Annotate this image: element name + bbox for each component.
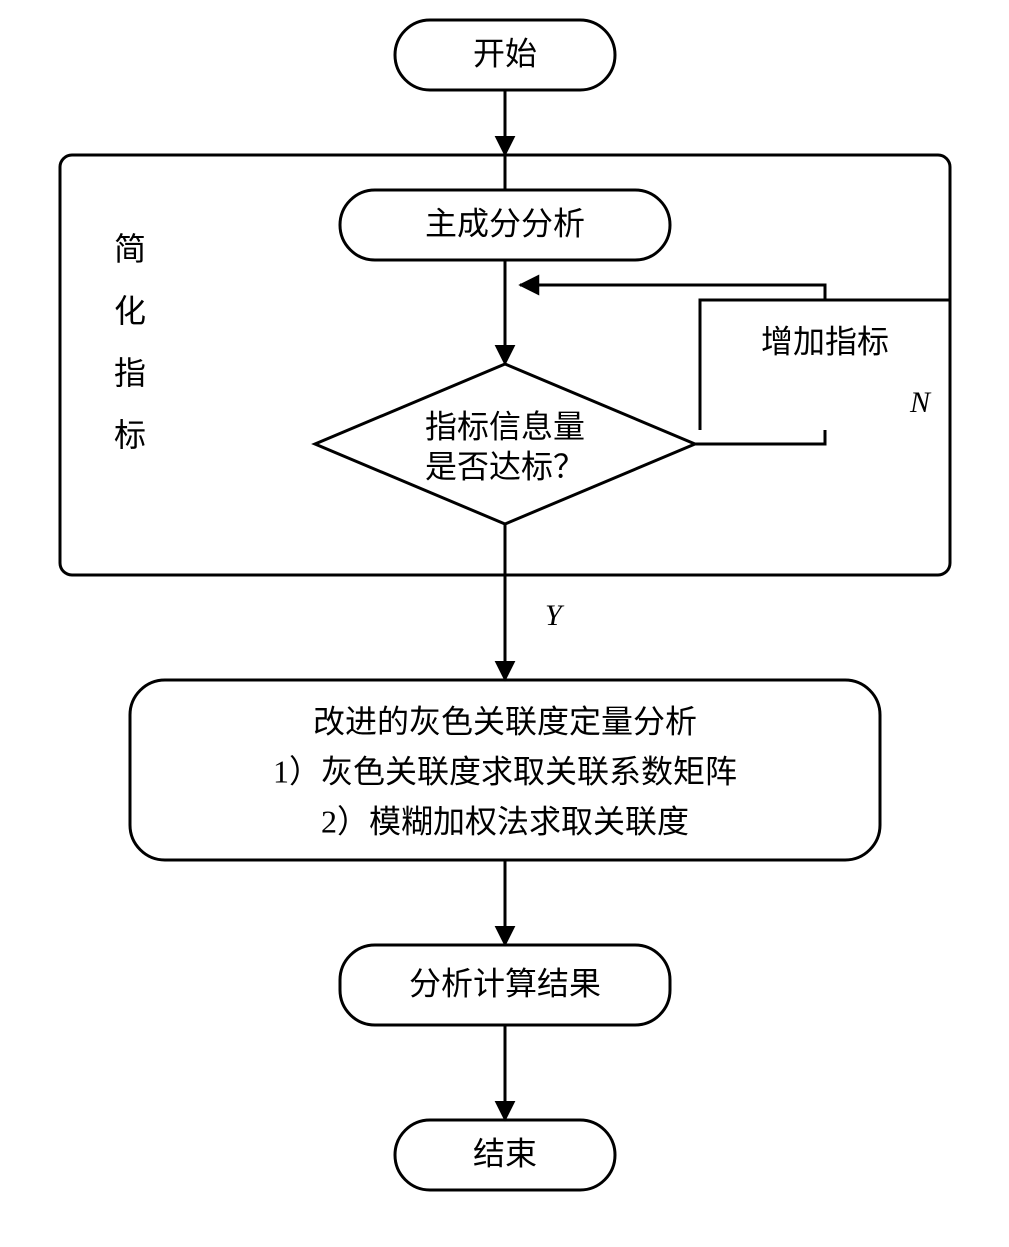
node-pca-label: 主成分分析 <box>425 205 585 241</box>
edge <box>520 285 825 300</box>
node-decision-line2: 是否达标？ <box>425 448 585 484</box>
group-label-char: 标 <box>114 417 146 453</box>
node-analyze-label: 分析计算结果 <box>409 965 601 1001</box>
node-end-label: 结束 <box>473 1135 537 1171</box>
edge-label-n: N <box>909 386 932 419</box>
node-decision-line1: 指标信息量 <box>425 408 585 444</box>
edge <box>695 430 825 444</box>
group-label-char: 指 <box>114 355 146 391</box>
node-improved-line3: 2）模糊加权法求取关联度 <box>321 803 689 839</box>
node-add-indicator-label: 增加指标 <box>761 323 889 359</box>
node-improved-line2: 1）灰色关联度求取关联系数矩阵 <box>273 753 737 789</box>
edge-label-y: Y <box>545 599 565 632</box>
group-label-char: 简 <box>114 231 146 267</box>
node-improved-line1: 改进的灰色关联度定量分析 <box>313 703 697 739</box>
node-start-label: 开始 <box>473 35 537 71</box>
group-label-char: 化 <box>114 293 146 329</box>
